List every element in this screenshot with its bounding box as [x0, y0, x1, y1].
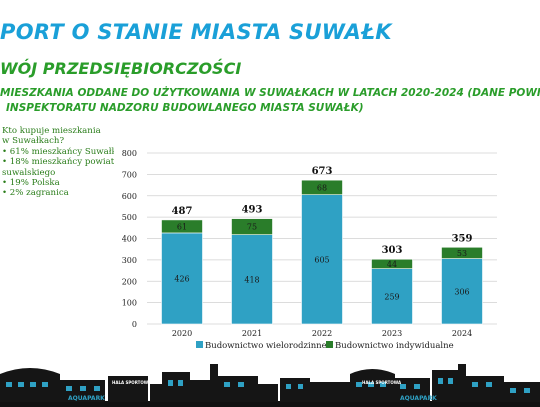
note-line: • 19% Polska [2, 178, 60, 189]
section-title: WÓJ PRZEDSIĘBIORCZOŚCI [0, 59, 242, 78]
bar-segment [231, 218, 273, 235]
bar-segment [371, 268, 413, 325]
x-tick-label: 2020 [172, 329, 192, 338]
data-label: 259 [384, 292, 399, 301]
chart-heading: MIESZKANIA ODDANE DO UŻYTKOWANIA W SUWAŁ… [0, 86, 540, 116]
note-line: • 2% zagranica [2, 188, 69, 199]
bar-segment [301, 194, 343, 325]
data-label: 44 [387, 260, 397, 269]
data-label: 53 [457, 249, 467, 258]
aquapark-sign-right: AQUAPARK [400, 395, 437, 402]
legend-swatch [326, 341, 333, 348]
note-line: suwalskiego [2, 167, 56, 178]
report-title: PORT O STANIE MIASTA SUWAŁK [0, 20, 392, 44]
bar-segment [371, 258, 413, 269]
y-tick-label: 700 [122, 170, 137, 179]
x-tick-label: 2021 [242, 329, 262, 338]
hall-sign-left: HALA SPORTOWA [112, 380, 152, 385]
x-tick-label: 2023 [382, 329, 402, 338]
data-label: 306 [454, 287, 469, 296]
total-label: 487 [172, 206, 193, 217]
legend-label: Budownictwo wielorodzinne [205, 341, 327, 351]
housing-chart: 0 100 200 300 400 500 600 700 800 426 61 487 2020 418… [122, 149, 497, 351]
aquapark-sign-left: AQUAPARK [68, 395, 105, 402]
x-tick-label: 2022 [312, 329, 332, 338]
total-label: 359 [452, 233, 473, 244]
hall-sign-right: HALA SPORTOWA [362, 380, 402, 385]
x-tick-label: 2024 [452, 329, 472, 338]
ground-strip [0, 401, 540, 407]
chart-heading-line-1: MIESZKANIA ODDANE DO UŻYTKOWANIA W SUWAŁ… [0, 87, 540, 99]
note-line: w Suwałkach? [2, 136, 65, 147]
y-tick-label: 400 [122, 235, 137, 244]
bar-segment [301, 179, 343, 195]
y-tick-label: 800 [122, 149, 137, 158]
note-line: • 18% mieszkańcy powiatu [2, 157, 114, 168]
bar-segment [441, 258, 483, 325]
skyline-right [350, 364, 540, 402]
y-tick-label: 200 [122, 277, 137, 286]
bar-segment [161, 219, 203, 234]
y-tick-label: 0 [132, 320, 137, 329]
y-tick-label: 600 [122, 192, 137, 201]
data-label: 75 [247, 223, 257, 232]
note-line: • 61% mieszkańcy Suwałk [2, 146, 114, 157]
skyline-right-windows [356, 378, 530, 393]
bar-segment [441, 246, 483, 259]
note-line: Kto kupuje mieszkania [2, 126, 101, 136]
data-label: 605 [314, 255, 329, 264]
skyline-left-windows [6, 380, 303, 391]
skyline-left [0, 364, 350, 402]
data-label: 68 [317, 183, 327, 192]
data-label: 61 [177, 222, 187, 231]
chart-heading-line-2: INSPEKTORATU NADZORU BUDOWLANEGO MIASTA … [6, 102, 364, 114]
legend-swatch [196, 341, 203, 348]
y-tick-label: 100 [122, 299, 137, 308]
y-tick-label: 500 [122, 213, 137, 222]
city-skyline-illustration: AQUAPARK HALA SPORTOWA AQUAPARK HALA SPO… [0, 364, 540, 407]
title-area: PORT O STANIE MIASTA SUWAŁK WÓJ PRZEDSIĘ… [0, 0, 540, 125]
total-label: 493 [242, 205, 263, 216]
bar-segment [161, 232, 203, 325]
buyers-note: Kto kupuje mieszkania w Suwałkach? • 61%… [2, 126, 114, 208]
data-label: 426 [174, 274, 189, 283]
legend-label: Budownictwo indywidualne [335, 341, 454, 351]
total-label: 673 [312, 166, 333, 177]
data-label: 418 [244, 275, 259, 284]
total-label: 303 [382, 245, 403, 256]
y-tick-label: 300 [122, 256, 137, 265]
